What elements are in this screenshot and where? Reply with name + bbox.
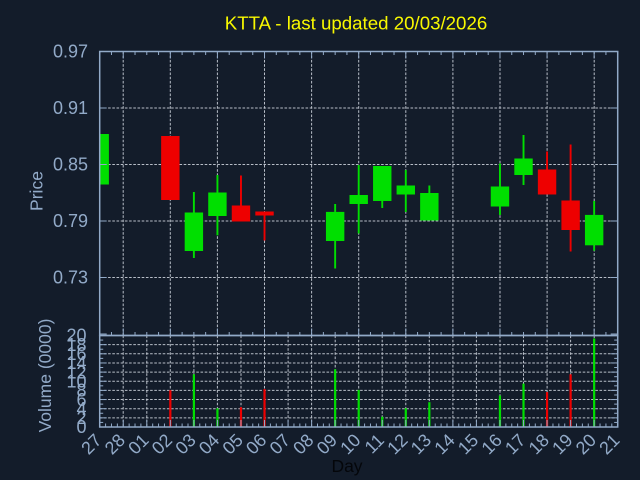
svg-text:Day: Day — [331, 456, 362, 476]
svg-text:0.79: 0.79 — [53, 211, 88, 231]
svg-text:14: 14 — [66, 353, 86, 373]
svg-text:8: 8 — [76, 381, 86, 401]
svg-text:18: 18 — [66, 335, 86, 355]
svg-text:0: 0 — [76, 417, 86, 437]
svg-text:12: 12 — [66, 362, 86, 382]
svg-text:Volume (0000): Volume (0000) — [35, 319, 55, 433]
svg-text:4: 4 — [76, 399, 86, 419]
svg-text:20: 20 — [66, 326, 86, 346]
svg-text:16: 16 — [66, 344, 86, 364]
svg-text:KTTA - last updated 20/03/2026: KTTA - last updated 20/03/2026 — [225, 13, 488, 34]
svg-text:2: 2 — [76, 408, 86, 428]
svg-text:0.97: 0.97 — [53, 42, 88, 62]
svg-text:6: 6 — [76, 390, 86, 410]
svg-text:Price: Price — [27, 171, 47, 211]
svg-text:0.73: 0.73 — [53, 268, 88, 288]
svg-text:0.85: 0.85 — [53, 155, 88, 175]
svg-text:10: 10 — [66, 371, 86, 391]
svg-text:0.91: 0.91 — [53, 98, 88, 118]
